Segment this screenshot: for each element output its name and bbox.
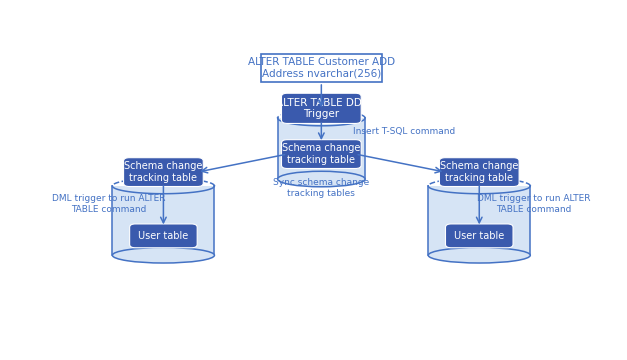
FancyBboxPatch shape (282, 140, 361, 168)
Polygon shape (112, 186, 214, 255)
Text: ALTER TABLE DDL
Trigger: ALTER TABLE DDL Trigger (275, 98, 367, 119)
Ellipse shape (278, 171, 365, 187)
FancyBboxPatch shape (440, 158, 519, 186)
Polygon shape (428, 186, 530, 255)
Text: Schema change
tracking table: Schema change tracking table (124, 161, 203, 183)
Text: ALTER TABLE Customer ADD
Address nvarchar(256): ALTER TABLE Customer ADD Address nvarcha… (248, 57, 395, 79)
Text: User table: User table (454, 231, 504, 241)
Text: Schema change
tracking table: Schema change tracking table (440, 161, 519, 183)
Text: Sync schema change
tracking tables: Sync schema change tracking tables (273, 178, 369, 198)
FancyBboxPatch shape (130, 224, 197, 248)
Ellipse shape (112, 247, 214, 263)
Ellipse shape (428, 247, 530, 263)
Text: User table: User table (139, 231, 189, 241)
Text: DML trigger to run ALTER
TABLE command: DML trigger to run ALTER TABLE command (477, 194, 591, 214)
Text: DML trigger to run ALTER
TABLE command: DML trigger to run ALTER TABLE command (52, 194, 166, 214)
FancyBboxPatch shape (261, 54, 382, 82)
FancyBboxPatch shape (282, 93, 361, 123)
FancyBboxPatch shape (124, 158, 203, 186)
Polygon shape (278, 118, 365, 179)
Text: Insert T-SQL command: Insert T-SQL command (353, 127, 455, 136)
FancyBboxPatch shape (446, 224, 513, 248)
Text: Schema change
tracking table: Schema change tracking table (282, 143, 361, 165)
